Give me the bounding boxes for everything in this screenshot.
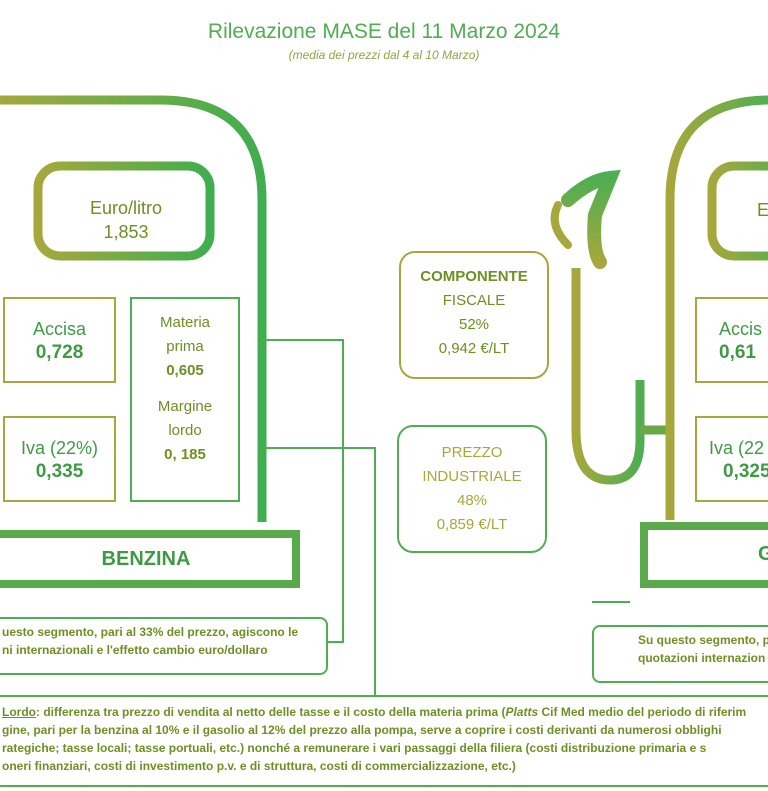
fuel-nozzle-icon bbox=[550, 169, 668, 485]
benzina-materia-label-1: Materia bbox=[159, 314, 211, 331]
benzina-iva-label: Iva (22%) bbox=[20, 438, 99, 458]
benzina-margine-label-2: lordo bbox=[168, 422, 202, 439]
componente-fiscale-value: 0,942 €/LT bbox=[438, 340, 510, 357]
benzina-note-line2: ni internazionali e l'effetto cambio eur… bbox=[2, 643, 268, 657]
footnote-box: Lordo: differenza tra prezzo di vendita … bbox=[0, 695, 768, 787]
prezzo-industriale-value: 0,859 €/LT bbox=[436, 516, 508, 533]
prezzo-industriale-percent: 48% bbox=[456, 492, 488, 509]
footnote-line1-italic: Platts bbox=[505, 705, 539, 719]
gasolio-name-plate: G bbox=[640, 522, 768, 588]
footnote-line3: rategiche; tasse locali; tasse portuali,… bbox=[2, 741, 707, 755]
benzina-pump-outline bbox=[0, 95, 267, 527]
benzina-euro-litro-label: Euro/litro bbox=[89, 198, 163, 218]
benzina-accisa-label: Accisa bbox=[32, 319, 86, 339]
prezzo-industriale-box: PREZZO INDUSTRIALE 48% 0,859 €/LT bbox=[397, 425, 547, 553]
gasolio-note-line1: Su questo segmento, p bbox=[638, 633, 768, 647]
benzina-iva-value: 0,335 bbox=[35, 461, 84, 482]
gasolio-iva-box: Iva (22 0,325 bbox=[695, 416, 768, 502]
footnote-line4: oneri finanziari, costi di investimento … bbox=[2, 759, 516, 773]
benzina-name-plate: BENZINA bbox=[0, 530, 300, 588]
benzina-euro-litro-value: 1,853 bbox=[103, 222, 149, 242]
gasolio-iva-label: Iva (22 bbox=[709, 438, 765, 458]
gasolio-iva-value: 0,325 bbox=[723, 461, 768, 482]
prezzo-industriale-label-1: PREZZO bbox=[441, 444, 503, 461]
benzina-margine-label-1: Margine bbox=[157, 398, 213, 415]
benzina-name: BENZINA bbox=[101, 548, 191, 570]
gasolio-pump-outline bbox=[630, 95, 768, 520]
gasolio-name: G bbox=[758, 543, 768, 565]
benzina-note-box: uesto segmento, pari al 33% del prezzo, … bbox=[0, 617, 328, 675]
gasolio-euro-litro-label: E bbox=[757, 200, 768, 220]
gasolio-accisa-value: 0,61 bbox=[719, 342, 756, 363]
connector-lines bbox=[262, 339, 630, 695]
componente-fiscale-percent: 52% bbox=[458, 316, 490, 333]
prezzo-industriale-label-2: INDUSTRIALE bbox=[422, 468, 522, 485]
benzina-materia-value: 0,605 bbox=[166, 362, 204, 379]
componente-fiscale-label-1: COMPONENTE bbox=[420, 268, 528, 285]
gasolio-note-box: Su questo segmento, p quotazioni interna… bbox=[592, 625, 768, 683]
gasolio-accisa-label: Accis bbox=[719, 319, 763, 339]
benzina-margine-value: 0, 185 bbox=[164, 446, 206, 463]
benzina-accisa-value: 0,728 bbox=[35, 342, 84, 363]
benzina-iva-box: Iva (22%) 0,335 bbox=[3, 416, 116, 502]
footnote-line1-end: Cif Med medio del periodo di riferim bbox=[538, 705, 747, 719]
benzina-euro-litro-panel: Euro/litro 1,853 bbox=[42, 196, 210, 244]
benzina-note-line1: uesto segmento, pari al 33% del prezzo, … bbox=[2, 625, 299, 639]
footnote-line1: Lordo: differenza tra prezzo di vendita … bbox=[2, 703, 768, 721]
footnote-line2: gine, pari per la benzina al 10% e il ga… bbox=[2, 723, 722, 737]
componente-fiscale-box: COMPONENTE FISCALE 52% 0,942 €/LT bbox=[399, 251, 549, 379]
page-subtitle: (media dei prezzi dal 4 al 10 Marzo) bbox=[288, 48, 480, 62]
benzina-accisa-box: Accisa 0,728 bbox=[3, 297, 116, 383]
componente-fiscale-label-2: FISCALE bbox=[442, 292, 506, 309]
gasolio-note-line2: quotazioni internazion bbox=[638, 651, 766, 665]
gasolio-accisa-box: Accis 0,61 bbox=[695, 297, 768, 383]
page-title: Rilevazione MASE del 11 Marzo 2024 bbox=[207, 20, 561, 43]
footnote-term: Lordo bbox=[2, 705, 36, 719]
footnote-line1-text: : differenza tra prezzo di vendita al ne… bbox=[36, 705, 506, 719]
benzina-materia-label-2: prima bbox=[166, 338, 204, 355]
benzina-materia-margine-box: Materia prima 0,605 Margine lordo 0, 185 bbox=[130, 297, 240, 502]
